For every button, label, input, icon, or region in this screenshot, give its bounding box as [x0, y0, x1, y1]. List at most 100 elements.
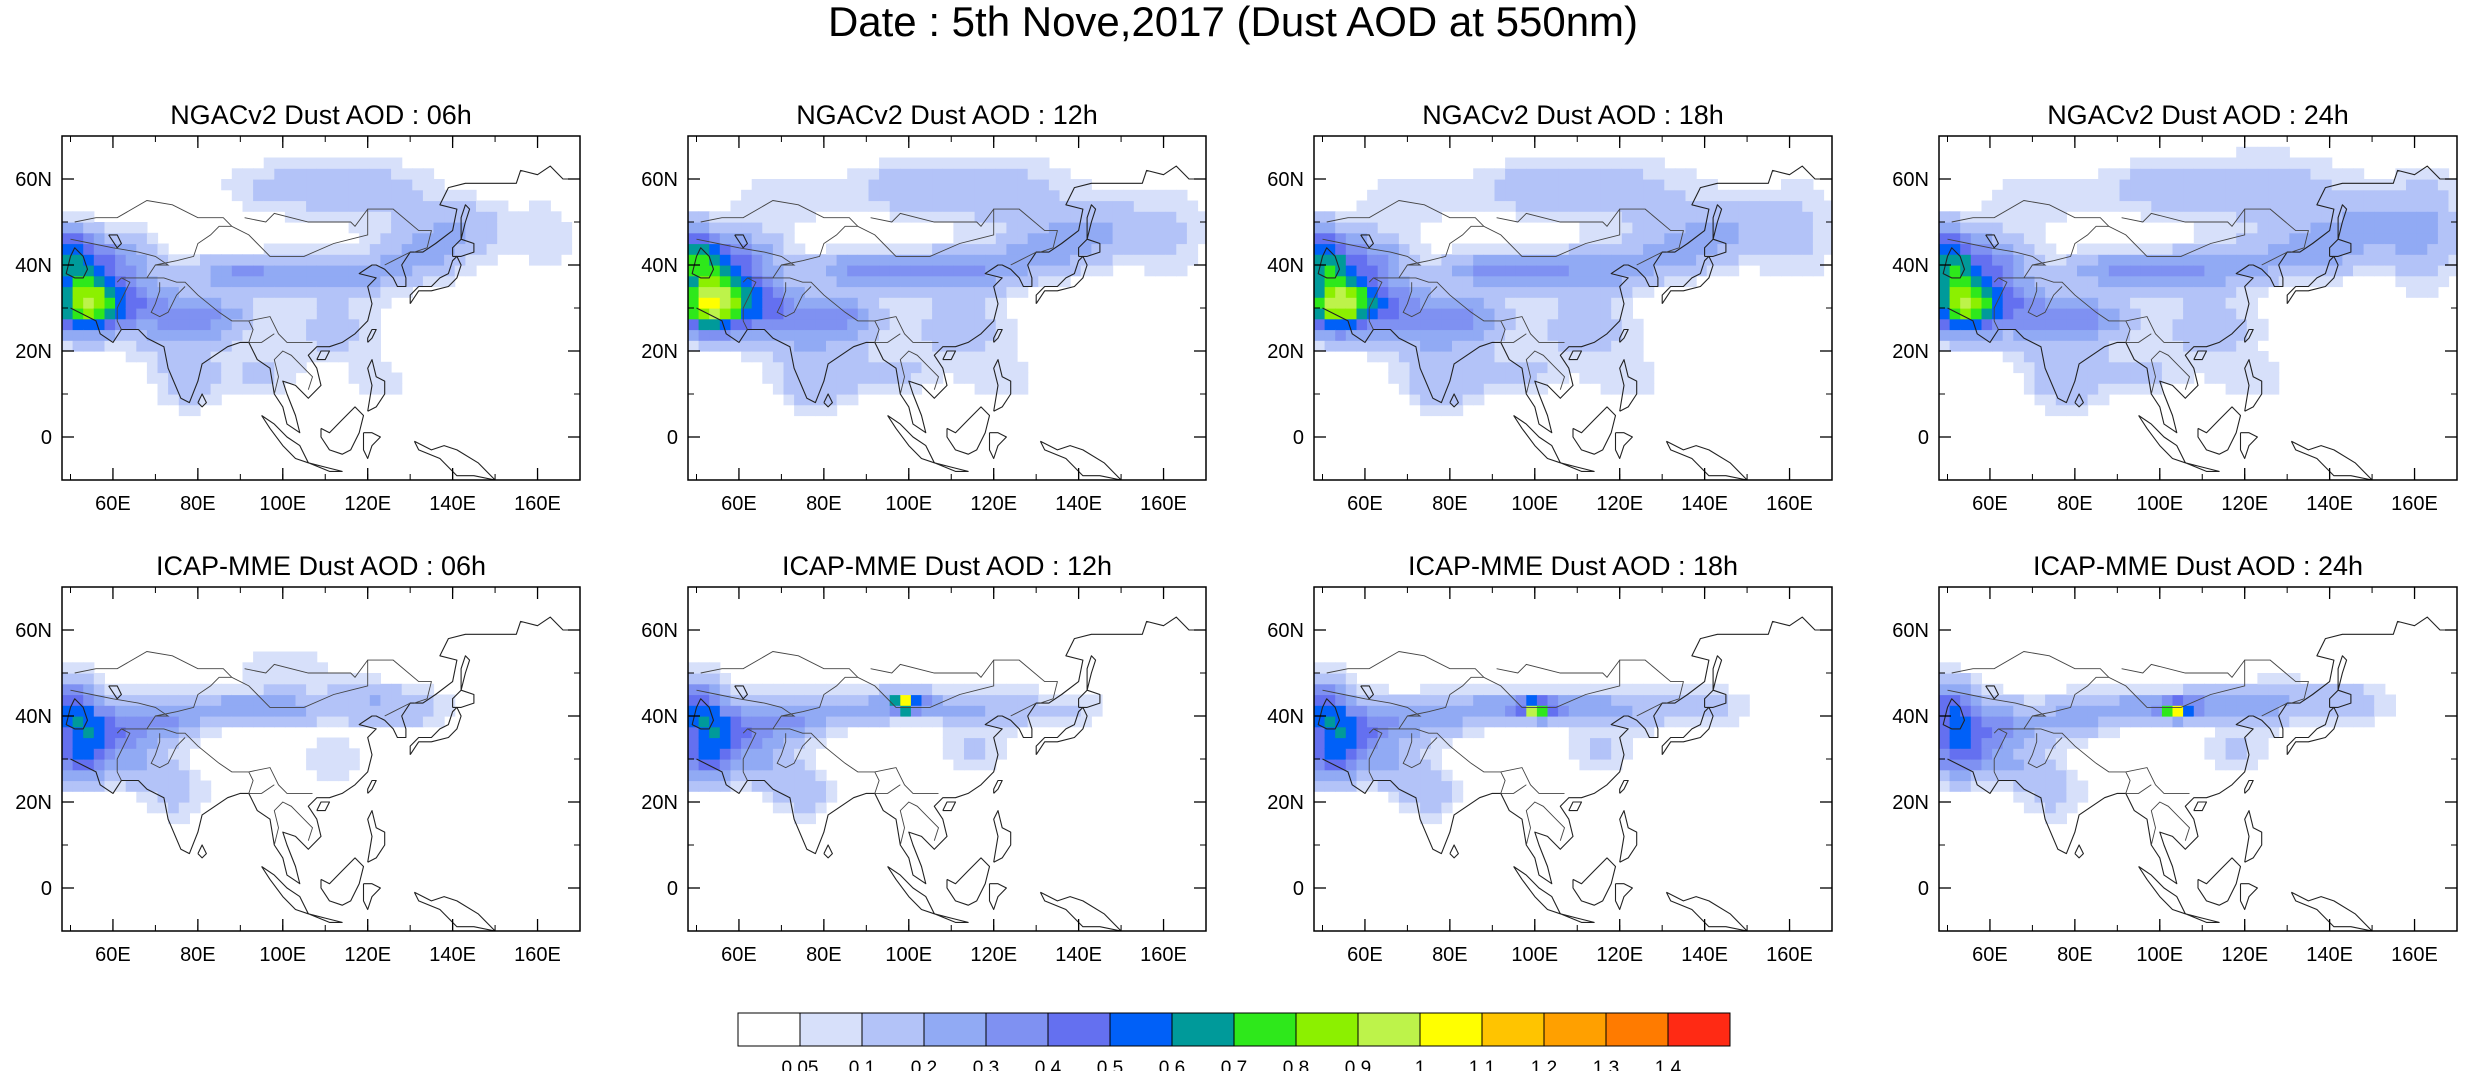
aod-cell — [1133, 211, 1145, 223]
aod-cell — [1377, 265, 1389, 277]
aod-cell — [1483, 340, 1495, 352]
aod-cell — [688, 308, 700, 320]
aod-cell — [1791, 232, 1803, 245]
lon-tick-label: 120E — [344, 493, 391, 515]
aod-cell — [2342, 705, 2354, 717]
aod-cell — [857, 329, 869, 341]
aod-cell — [2130, 189, 2142, 202]
aod-cell — [1483, 286, 1495, 298]
aod-cell — [1515, 168, 1527, 180]
aod-cell — [136, 705, 148, 717]
aod-cell — [178, 361, 190, 374]
aod-cell — [327, 318, 339, 331]
aod-cell — [1483, 705, 1495, 717]
aod-cell — [794, 716, 806, 728]
aod-cell — [772, 211, 785, 223]
aod-cell — [2193, 179, 2205, 191]
aod-cell — [1706, 232, 1718, 245]
aod-cell — [1197, 232, 1206, 245]
aod-cell — [104, 329, 116, 341]
aod-cell — [2108, 716, 2120, 728]
aod-cell — [1717, 683, 1729, 696]
aod-cell — [1643, 726, 1655, 739]
aod-cell — [1473, 694, 1485, 706]
aod-cell — [1515, 318, 1527, 331]
aod-cell — [2098, 694, 2110, 706]
aod-cell — [327, 308, 339, 320]
aod-cell — [2077, 404, 2089, 417]
aod-cell — [879, 157, 891, 169]
aod-cell — [2268, 146, 2280, 159]
aod-cell — [104, 737, 116, 749]
lon-tick-label: 140E — [1055, 493, 1102, 515]
aod-cell — [1526, 361, 1538, 374]
aod-cell — [772, 791, 785, 803]
aod-cell — [2384, 211, 2396, 223]
aod-cell — [794, 802, 806, 814]
aod-cell — [1579, 275, 1591, 288]
aod-cell — [762, 726, 774, 739]
aod-cell — [1515, 265, 1527, 277]
aod-cell — [2077, 189, 2089, 202]
aod-cell — [889, 297, 901, 309]
aod-cell — [2130, 351, 2142, 363]
aod-cell — [889, 308, 901, 320]
aod-cell — [1398, 780, 1411, 792]
aod-cell — [2055, 726, 2067, 739]
aod-cell — [1802, 179, 1814, 191]
aod-cell — [1939, 329, 1951, 341]
aod-cell — [1960, 340, 1972, 352]
aod-cell — [136, 318, 148, 331]
aod-cell — [772, 759, 785, 771]
aod-cell — [391, 275, 403, 288]
aod-cell — [1483, 683, 1495, 696]
aod-cell — [1505, 318, 1517, 331]
aod-cell — [2108, 243, 2120, 255]
aod-cell — [985, 705, 997, 717]
aod-cell — [1409, 232, 1421, 245]
aod-cell — [2119, 200, 2131, 212]
aod-cell — [476, 200, 488, 212]
aod-cell — [1452, 297, 1464, 309]
aod-cell — [1398, 802, 1411, 814]
aod-cell — [2406, 243, 2418, 255]
aod-cell — [1462, 275, 1474, 288]
aod-cell — [1324, 662, 1336, 674]
aod-cell — [942, 265, 954, 277]
aod-cell — [1027, 222, 1039, 234]
aod-cell — [200, 791, 212, 803]
aod-cell — [1430, 318, 1442, 331]
aod-cell — [730, 211, 742, 223]
aod-cell — [910, 189, 923, 202]
aod-cell — [2289, 211, 2301, 223]
aod-cell — [1579, 329, 1591, 341]
colorbar-swatch — [1605, 1012, 1669, 1047]
aod-cell — [1356, 286, 1368, 298]
aod-cell — [1590, 361, 1602, 374]
aod-cell — [1970, 683, 1982, 696]
aod-cell — [348, 168, 360, 180]
aod-cell — [1674, 232, 1687, 245]
aod-cell — [2023, 329, 2036, 341]
aod-cell — [1536, 200, 1549, 212]
aod-cell — [1674, 705, 1687, 717]
aod-cell — [1420, 769, 1432, 782]
aod-cell — [1590, 200, 1602, 212]
aod-cell — [1536, 694, 1549, 706]
aod-cell — [1643, 286, 1655, 298]
aod-cell — [1600, 361, 1612, 374]
aod-cell — [1430, 802, 1442, 814]
aod-cell — [274, 361, 286, 374]
aod-cell — [369, 673, 381, 685]
aod-cell — [2045, 318, 2057, 331]
aod-cell — [2034, 759, 2046, 771]
aod-cell — [1579, 748, 1591, 760]
aod-cell — [1091, 232, 1103, 245]
aod-cell — [847, 694, 859, 706]
aod-cell — [1186, 243, 1199, 255]
aod-cell — [730, 716, 742, 728]
aod-cell — [953, 737, 965, 749]
aod-cell — [306, 716, 318, 728]
aod-cell — [1112, 254, 1124, 266]
aod-cell — [2257, 222, 2269, 234]
